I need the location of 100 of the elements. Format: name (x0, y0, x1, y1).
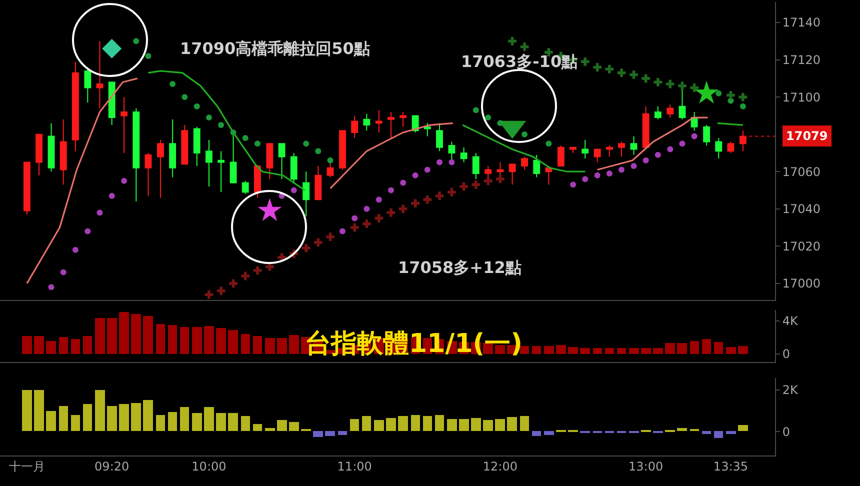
y-tick-label: 0 (782, 424, 790, 439)
annotation: 17058多+12點 (398, 258, 522, 277)
bar (714, 342, 723, 354)
point (630, 70, 638, 79)
point (258, 198, 282, 221)
candlestick (654, 106, 662, 120)
point (642, 157, 649, 164)
candlestick (23, 162, 30, 215)
point (496, 174, 504, 184)
bar (690, 340, 699, 354)
x-tick-label: 12:00 (482, 460, 518, 474)
candlestick (339, 130, 346, 170)
candlestick (424, 122, 431, 137)
point (508, 36, 516, 46)
point (484, 176, 492, 186)
y-tick-label: 17120 (782, 52, 821, 67)
point (423, 195, 432, 204)
candlestick (218, 150, 225, 193)
candlestick (400, 111, 407, 128)
point (72, 246, 78, 253)
bar (46, 340, 56, 354)
bar (143, 400, 153, 432)
bar (71, 415, 80, 432)
point (145, 53, 152, 60)
y-tick-label: 17100 (782, 90, 821, 104)
bar (131, 314, 141, 354)
y-tick-label: 0 (782, 347, 790, 362)
bar (180, 326, 189, 354)
bar (738, 425, 748, 432)
point (84, 228, 91, 234)
bar (338, 431, 347, 436)
point (582, 176, 588, 182)
point (690, 84, 699, 92)
bar (34, 336, 44, 354)
point (230, 129, 236, 136)
point (412, 172, 418, 178)
point (314, 238, 322, 247)
point (606, 170, 612, 176)
bar (265, 428, 275, 432)
bar (95, 318, 105, 354)
candlestick (460, 146, 468, 163)
candlestick (557, 145, 564, 167)
annotation: 17063多-10點 (461, 52, 578, 71)
bar (459, 419, 469, 432)
bar (362, 416, 371, 432)
y-tick-label: 17020 (782, 239, 821, 254)
candlestick (48, 122, 55, 172)
point (630, 163, 637, 170)
bar (107, 318, 117, 354)
bar (119, 404, 129, 432)
bar (180, 407, 189, 432)
bar (726, 346, 736, 354)
point (472, 180, 480, 189)
candlestick (181, 124, 188, 165)
point (400, 180, 406, 186)
point (448, 188, 456, 196)
point (96, 210, 103, 216)
bar (350, 419, 359, 432)
point (618, 166, 625, 173)
candlestick (242, 180, 249, 194)
point (182, 94, 188, 100)
point (726, 90, 735, 100)
point (218, 122, 224, 128)
bar (398, 416, 408, 432)
bar (507, 417, 517, 432)
bar (411, 415, 420, 432)
candlestick (642, 106, 650, 150)
candlestick (60, 118, 67, 186)
x-tick-label: 09:20 (94, 460, 130, 474)
candlestick (169, 118, 176, 178)
point (303, 140, 310, 147)
bar (447, 419, 457, 432)
candlestick (72, 61, 79, 152)
bar (83, 404, 92, 432)
bar (677, 342, 687, 354)
point (388, 187, 394, 194)
bar (289, 422, 299, 432)
candlestick (120, 96, 128, 154)
candlestick (740, 130, 746, 152)
point (605, 64, 614, 74)
candlestick (666, 104, 674, 118)
candlestick (508, 164, 516, 186)
bar (544, 346, 554, 354)
bar (228, 413, 238, 432)
bar (83, 336, 92, 354)
point (48, 284, 54, 290)
bar (34, 390, 44, 432)
point (520, 42, 529, 51)
point (253, 266, 262, 275)
point (204, 290, 214, 299)
point (340, 228, 346, 234)
point (570, 182, 576, 188)
candlestick (302, 171, 310, 217)
bar (156, 324, 165, 354)
bar (95, 390, 105, 432)
point (350, 223, 359, 232)
point (352, 215, 358, 222)
x-tick-label: 十一月 (8, 460, 45, 474)
point (121, 178, 128, 184)
bar (204, 326, 214, 354)
